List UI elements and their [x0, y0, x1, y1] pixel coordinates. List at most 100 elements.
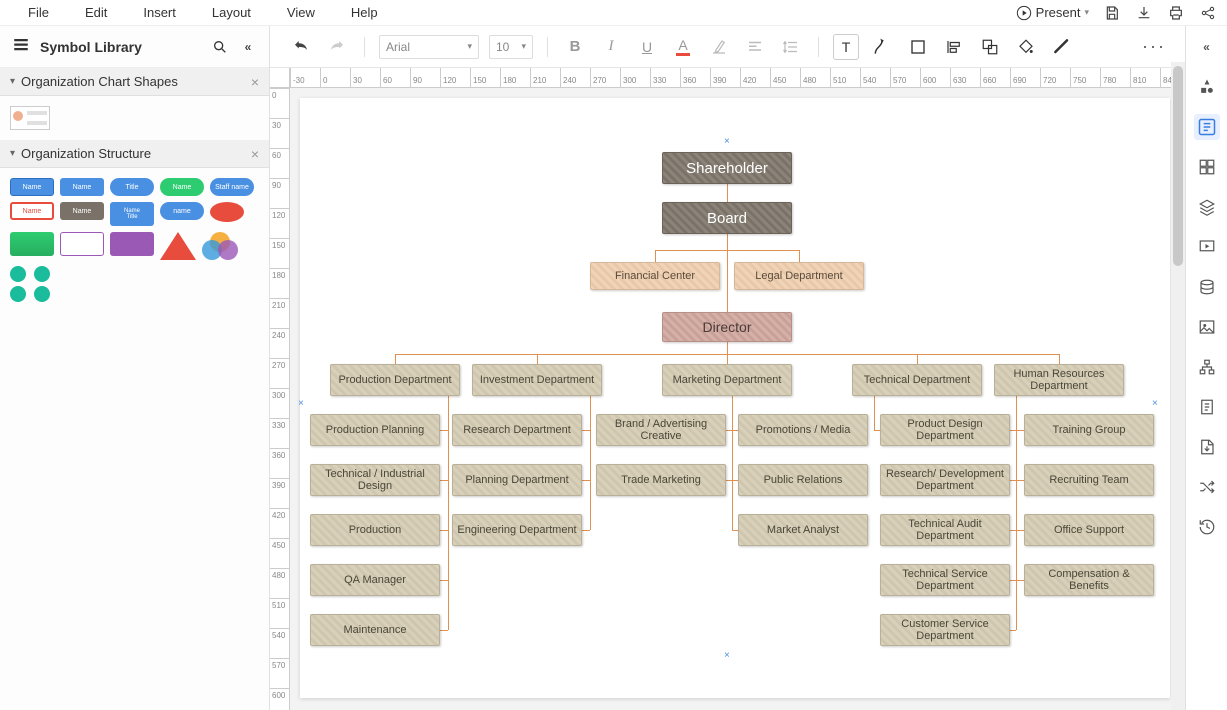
org-node-analyst[interactable]: Market Analyst	[738, 514, 868, 546]
image-icon[interactable]	[1194, 314, 1220, 340]
org-node-financial[interactable]: Financial Center	[590, 262, 720, 290]
menu-layout[interactable]: Layout	[194, 5, 269, 20]
org-node-rnd[interactable]: Research/ Development Department	[880, 464, 1010, 496]
scrollbar-thumb[interactable]	[1173, 66, 1183, 266]
menu-file[interactable]: File	[10, 5, 67, 20]
menu-view[interactable]: View	[269, 5, 333, 20]
menu-insert[interactable]: Insert	[125, 5, 194, 20]
selection-handle[interactable]: ×	[298, 398, 306, 406]
org-node-invest-dept[interactable]: Investment Department	[472, 364, 602, 396]
line-spacing-button[interactable]	[778, 34, 804, 60]
connector[interactable]	[537, 354, 538, 364]
fill-button[interactable]	[1013, 34, 1039, 60]
connector[interactable]	[440, 480, 448, 481]
layers-icon[interactable]	[1194, 194, 1220, 220]
export-icon[interactable]	[1194, 434, 1220, 460]
connector[interactable]	[440, 630, 448, 631]
shape-thumb[interactable]	[60, 232, 104, 256]
align-objects-button[interactable]	[941, 34, 967, 60]
connector[interactable]	[590, 396, 591, 530]
org-node-qa-mgr[interactable]: QA Manager	[310, 564, 440, 596]
connector[interactable]	[440, 530, 448, 531]
redo-button[interactable]	[324, 34, 350, 60]
connector[interactable]	[1016, 580, 1024, 581]
collapse-sidebar-icon[interactable]: «	[239, 38, 257, 56]
grid-icon[interactable]	[1194, 154, 1220, 180]
connector[interactable]	[874, 396, 875, 430]
download-icon[interactable]	[1135, 4, 1153, 22]
org-node-tech-svc[interactable]: Technical Service Department	[880, 564, 1010, 596]
shape-thumb[interactable]: Staff name	[210, 178, 254, 196]
connector[interactable]	[1016, 396, 1017, 630]
org-node-office[interactable]: Office Support	[1024, 514, 1154, 546]
shape-thumb[interactable]	[210, 202, 244, 222]
org-node-training[interactable]: Training Group	[1024, 414, 1154, 446]
line-style-button[interactable]	[1049, 34, 1075, 60]
align-button[interactable]	[742, 34, 768, 60]
shape-thumb[interactable]	[202, 232, 238, 260]
org-node-tech-ind[interactable]: Technical / Industrial Design	[310, 464, 440, 496]
shape-thumb[interactable]: Name	[60, 202, 104, 220]
shape-thumb[interactable]	[10, 266, 50, 302]
font-size-select[interactable]: 10▾	[489, 35, 533, 59]
org-node-hr-dept[interactable]: Human Resources Department	[994, 364, 1124, 396]
expand-panel-icon[interactable]: «	[1194, 34, 1220, 60]
present-button[interactable]: Present ▾	[1016, 5, 1089, 21]
connector[interactable]	[917, 354, 918, 364]
shape-thumb[interactable]: Name	[160, 178, 204, 196]
font-family-select[interactable]: Arial▾	[379, 35, 479, 59]
org-node-maint[interactable]: Maintenance	[310, 614, 440, 646]
org-node-engineering[interactable]: Engineering Department	[452, 514, 582, 546]
italic-button[interactable]: I	[598, 34, 624, 60]
org-node-prod-design[interactable]: Product Design Department	[880, 414, 1010, 446]
shape-thumb[interactable]	[10, 106, 50, 130]
selection-handle[interactable]: ×	[1152, 398, 1160, 406]
org-node-tech-dept[interactable]: Technical Department	[852, 364, 982, 396]
menu-help[interactable]: Help	[333, 5, 396, 20]
org-node-brand[interactable]: Brand / Advertising Creative	[596, 414, 726, 446]
close-icon[interactable]: ×	[251, 74, 259, 90]
org-node-tech-audit[interactable]: Technical Audit Department	[880, 514, 1010, 546]
font-color-button[interactable]: A	[670, 34, 696, 60]
org-node-board[interactable]: Board	[662, 202, 792, 234]
selection-handle[interactable]: ×	[724, 650, 732, 658]
page-icon[interactable]	[1194, 394, 1220, 420]
more-button[interactable]: ···	[1141, 34, 1167, 60]
org-node-cust-svc[interactable]: Customer Service Department	[880, 614, 1010, 646]
connector[interactable]	[727, 342, 728, 364]
connector[interactable]	[1016, 430, 1024, 431]
shape-outline-button[interactable]	[905, 34, 931, 60]
org-node-pr[interactable]: Public Relations	[738, 464, 868, 496]
org-node-legal[interactable]: Legal Department	[734, 262, 864, 290]
org-node-prod-dept[interactable]: Production Department	[330, 364, 460, 396]
menu-edit[interactable]: Edit	[67, 5, 125, 20]
connector[interactable]	[732, 396, 733, 530]
connector[interactable]	[1059, 354, 1060, 364]
section-org-shapes[interactable]: ▾ Organization Chart Shapes ×	[0, 68, 269, 96]
shape-thumb[interactable]	[110, 232, 154, 256]
underline-button[interactable]: U	[634, 34, 660, 60]
shape-thumb[interactable]: NameTitle	[110, 202, 154, 226]
highlight-button[interactable]	[706, 34, 732, 60]
save-icon[interactable]	[1103, 4, 1121, 22]
org-node-research[interactable]: Research Department	[452, 414, 582, 446]
org-node-trade[interactable]: Trade Marketing	[596, 464, 726, 496]
org-node-comp[interactable]: Compensation & Benefits	[1024, 564, 1154, 596]
shape-thumb[interactable]: Name	[10, 202, 54, 220]
connector-tool-button[interactable]	[869, 34, 895, 60]
shape-thumb[interactable]: Title	[110, 178, 154, 196]
connector[interactable]	[582, 480, 590, 481]
shape-thumb[interactable]	[10, 232, 54, 256]
connector[interactable]	[395, 354, 396, 364]
org-node-planning[interactable]: Planning Department	[452, 464, 582, 496]
vertical-scrollbar[interactable]	[1171, 62, 1185, 710]
canvas-page[interactable]: ShareholderBoardFinancial CenterLegal De…	[300, 98, 1170, 698]
shuffle-icon[interactable]	[1194, 474, 1220, 500]
print-icon[interactable]	[1167, 4, 1185, 22]
connector[interactable]	[1016, 530, 1024, 531]
connector[interactable]	[1016, 480, 1024, 481]
undo-button[interactable]	[288, 34, 314, 60]
close-icon[interactable]: ×	[251, 146, 259, 162]
section-org-structure[interactable]: ▾ Organization Structure ×	[0, 140, 269, 168]
history-icon[interactable]	[1194, 514, 1220, 540]
